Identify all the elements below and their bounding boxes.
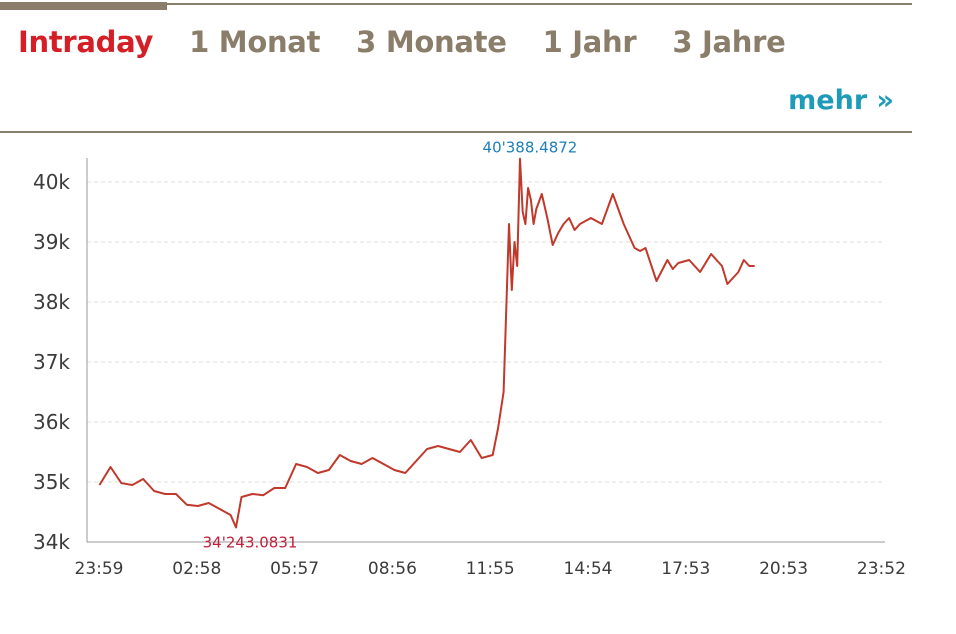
- y-tick-label: 39k: [33, 230, 70, 254]
- y-tick-label: 38k: [33, 290, 70, 314]
- tab-1-monat[interactable]: 1 Monat: [189, 25, 321, 59]
- y-tick-labels: 34k 35k 36k 37k 38k 39k 40k: [33, 170, 70, 554]
- section-divider: [0, 131, 912, 133]
- price-line: [98, 157, 755, 529]
- x-tick-label: 20:53: [759, 559, 808, 579]
- more-link[interactable]: mehr »: [788, 85, 894, 116]
- extreme-value-labels: 40'388.4872 34'243.0831: [203, 140, 578, 551]
- active-tab-indicator: [0, 2, 167, 10]
- tab-3-monate[interactable]: 3 Monate: [356, 25, 507, 59]
- tab-intraday[interactable]: Intraday: [18, 25, 154, 59]
- x-tick-label: 08:56: [368, 559, 417, 579]
- max-value-label: 40'388.4872: [483, 140, 578, 157]
- tab-1-jahr[interactable]: 1 Jahr: [542, 25, 637, 59]
- top-rule: [0, 3, 912, 5]
- y-tick-label: 40k: [33, 170, 70, 194]
- x-tick-label: 17:53: [661, 559, 710, 579]
- x-tick-label: 11:55: [466, 559, 515, 579]
- x-tick-label: 05:57: [270, 559, 319, 579]
- intraday-line-chart: 34k 35k 36k 37k 38k 39k 40k 23:59 02:58 05:57 08:…: [33, 140, 906, 579]
- x-tick-label: 23:59: [75, 559, 124, 579]
- x-tick-label: 14:54: [564, 559, 613, 579]
- x-tick-labels: 23:59 02:58 05:57 08:56 11:55 14:54 17:53 20:53…: [75, 559, 906, 579]
- min-value-label: 34'243.0831: [203, 533, 298, 551]
- tab-3-jahre[interactable]: 3 Jahre: [672, 25, 786, 59]
- y-tick-label: 34k: [33, 530, 70, 554]
- y-tick-label: 37k: [33, 350, 70, 374]
- x-tick-label: 23:52: [857, 559, 906, 579]
- price-series: [98, 157, 755, 529]
- y-tick-label: 35k: [33, 470, 70, 494]
- chart-grid: [87, 181, 885, 483]
- x-tick-label: 02:58: [172, 559, 221, 579]
- y-tick-label: 36k: [33, 410, 70, 434]
- period-tabs: Intraday 1 Monat 3 Monate 1 Jahr 3 Jahre: [18, 22, 822, 62]
